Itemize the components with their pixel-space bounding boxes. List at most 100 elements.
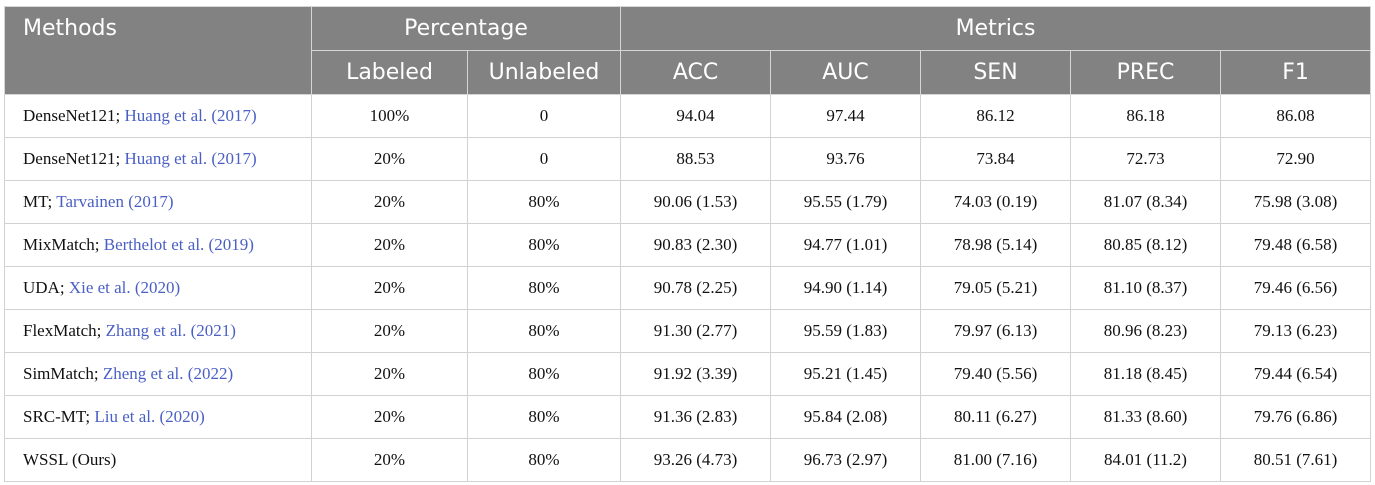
prec-header: PREC (1070, 50, 1222, 95)
method-name: SRC-MT; (23, 407, 91, 426)
acc-cell: 88.53 (620, 137, 772, 181)
metrics-header: Metrics (620, 6, 1372, 51)
table-body: DenseNet121; Huang et al. (2017) 100% 0 … (4, 94, 1372, 482)
auc-cell: 95.59 (1.83) (770, 309, 922, 353)
method-cell: MT; Tarvainen (2017) (4, 180, 312, 224)
auc-cell: 95.21 (1.45) (770, 352, 922, 396)
unlabeled-cell: 0 (466, 94, 622, 138)
method-name: DenseNet121; (23, 149, 121, 168)
method-cell: UDA; Xie et al. (2020) (4, 266, 312, 310)
table-row: DenseNet121; Huang et al. (2017) 100% 0 … (4, 94, 1372, 138)
auc-cell: 94.90 (1.14) (770, 266, 922, 310)
header-row-top: Methods Percentage Metrics (4, 6, 1372, 95)
sen-cell: 79.97 (6.13) (920, 309, 1072, 353)
unlabeled-header: Unlabeled (466, 50, 622, 95)
prec-cell: 72.73 (1070, 137, 1222, 181)
unlabeled-cell: 0 (466, 137, 622, 181)
unlabeled-cell: 80% (466, 223, 622, 267)
table-row: WSSL (Ours) 20% 80% 93.26 (4.73) 96.73 (… (4, 438, 1372, 482)
f1-cell: 79.44 (6.54) (1220, 352, 1372, 396)
method-cell: SRC-MT; Liu et al. (2020) (4, 395, 312, 439)
labeled-cell: 20% (311, 137, 468, 181)
method-name: SimMatch; (23, 364, 99, 383)
table-row: SRC-MT; Liu et al. (2020) 20% 80% 91.36 … (4, 395, 1372, 439)
method-name: FlexMatch; (23, 321, 102, 340)
prec-cell: 81.07 (8.34) (1070, 180, 1222, 224)
citation-link[interactable]: Huang et al. (2017) (124, 149, 257, 168)
sen-cell: 74.03 (0.19) (920, 180, 1072, 224)
labeled-header: Labeled (311, 50, 468, 95)
method-cell: MixMatch; Berthelot et al. (2019) (4, 223, 312, 267)
method-name: UDA; (23, 278, 65, 297)
acc-cell: 90.83 (2.30) (620, 223, 772, 267)
table-row: DenseNet121; Huang et al. (2017) 20% 0 8… (4, 137, 1372, 181)
citation-link[interactable]: Zhang et al. (2021) (105, 321, 236, 340)
results-table: Methods Percentage Metrics Labeled Unlab… (4, 6, 1372, 482)
labeled-cell: 100% (311, 94, 468, 138)
unlabeled-cell: 80% (466, 180, 622, 224)
labeled-cell: 20% (311, 438, 468, 482)
prec-cell: 81.33 (8.60) (1070, 395, 1222, 439)
labeled-cell: 20% (311, 266, 468, 310)
prec-cell: 81.10 (8.37) (1070, 266, 1222, 310)
labeled-cell: 20% (311, 180, 468, 224)
method-cell: DenseNet121; Huang et al. (2017) (4, 137, 312, 181)
citation-link[interactable]: Xie et al. (2020) (68, 278, 181, 297)
table-row: SimMatch; Zheng et al. (2022) 20% 80% 91… (4, 352, 1372, 396)
unlabeled-cell: 80% (466, 352, 622, 396)
f1-cell: 79.46 (6.56) (1220, 266, 1372, 310)
sen-cell: 79.40 (5.56) (920, 352, 1072, 396)
labeled-cell: 20% (311, 223, 468, 267)
sen-cell: 81.00 (7.16) (920, 438, 1072, 482)
methods-header: Methods (4, 6, 312, 95)
sen-header: SEN (920, 50, 1072, 95)
citation-link[interactable]: Tarvainen (2017) (56, 192, 174, 211)
prec-cell: 81.18 (8.45) (1070, 352, 1222, 396)
sen-cell: 73.84 (920, 137, 1072, 181)
f1-cell: 79.48 (6.58) (1220, 223, 1372, 267)
table-header: Methods Percentage Metrics Labeled Unlab… (4, 6, 1372, 95)
f1-header: F1 (1220, 50, 1372, 95)
prec-cell: 80.85 (8.12) (1070, 223, 1222, 267)
f1-cell: 79.76 (6.86) (1220, 395, 1372, 439)
auc-cell: 94.77 (1.01) (770, 223, 922, 267)
unlabeled-cell: 80% (466, 266, 622, 310)
citation-link[interactable]: Zheng et al. (2022) (102, 364, 234, 383)
citation-link[interactable]: Berthelot et al. (2019) (103, 235, 254, 254)
acc-cell: 91.92 (3.39) (620, 352, 772, 396)
acc-cell: 93.26 (4.73) (620, 438, 772, 482)
auc-cell: 95.84 (2.08) (770, 395, 922, 439)
auc-cell: 93.76 (770, 137, 922, 181)
method-name: MT; (23, 192, 53, 211)
sen-cell: 79.05 (5.21) (920, 266, 1072, 310)
method-cell: SimMatch; Zheng et al. (2022) (4, 352, 312, 396)
sen-cell: 78.98 (5.14) (920, 223, 1072, 267)
prec-cell: 84.01 (11.2) (1070, 438, 1222, 482)
acc-cell: 91.36 (2.83) (620, 395, 772, 439)
citation-link[interactable]: Huang et al. (2017) (124, 106, 257, 125)
sen-cell: 86.12 (920, 94, 1072, 138)
unlabeled-cell: 80% (466, 438, 622, 482)
auc-cell: 97.44 (770, 94, 922, 138)
f1-cell: 75.98 (3.08) (1220, 180, 1372, 224)
acc-cell: 94.04 (620, 94, 772, 138)
f1-cell: 72.90 (1220, 137, 1372, 181)
acc-header: ACC (620, 50, 772, 95)
table-row: UDA; Xie et al. (2020) 20% 80% 90.78 (2.… (4, 266, 1372, 310)
table-row: MT; Tarvainen (2017) 20% 80% 90.06 (1.53… (4, 180, 1372, 224)
sen-cell: 80.11 (6.27) (920, 395, 1072, 439)
labeled-cell: 20% (311, 352, 468, 396)
table-row: FlexMatch; Zhang et al. (2021) 20% 80% 9… (4, 309, 1372, 353)
auc-header: AUC (770, 50, 922, 95)
method-name: WSSL (Ours) (23, 450, 117, 469)
method-name: DenseNet121; (23, 106, 121, 125)
percentage-header: Percentage (310, 6, 622, 51)
method-cell: DenseNet121; Huang et al. (2017) (4, 94, 312, 138)
header-row-sub: Labeled Unlabeled ACC AUC SEN PREC F1 (5, 50, 1372, 95)
method-cell: FlexMatch; Zhang et al. (2021) (4, 309, 312, 353)
labeled-cell: 20% (311, 309, 468, 353)
method-name: MixMatch; (23, 235, 100, 254)
unlabeled-cell: 80% (466, 395, 622, 439)
citation-link[interactable]: Liu et al. (2020) (94, 407, 205, 426)
f1-cell: 80.51 (7.61) (1220, 438, 1372, 482)
